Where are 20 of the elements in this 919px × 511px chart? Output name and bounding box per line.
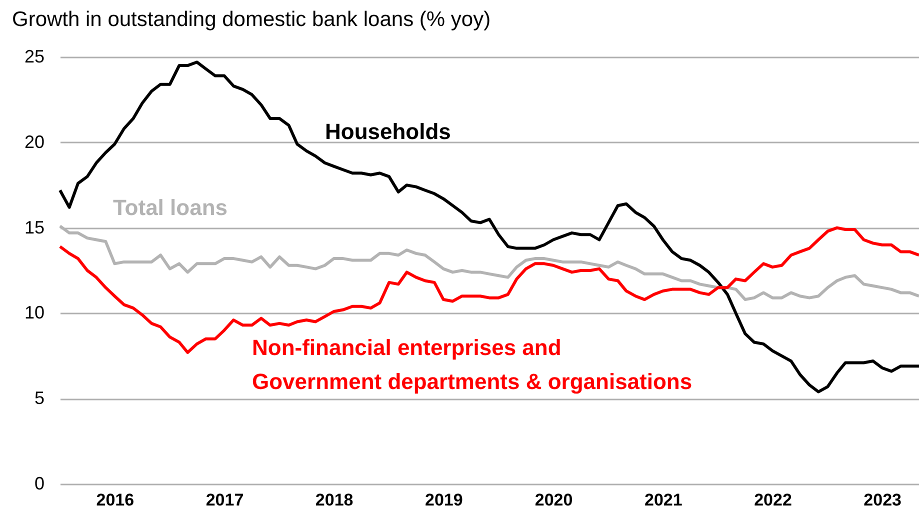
x-tick-label: 2018 [315, 490, 354, 510]
x-tick-label: 2017 [206, 490, 244, 510]
chart-title: Growth in outstanding domestic bank loans (% yoy) [12, 8, 491, 31]
series-label: Non-financial enterprises and Government departments & organisations [252, 335, 692, 394]
y-tick-label: 15 [24, 217, 44, 238]
y-tick-label: 20 [24, 132, 44, 152]
x-tick-label: 2020 [534, 490, 573, 510]
x-tick-label: 2023 [864, 490, 902, 510]
x-tick-label: 2016 [96, 490, 134, 510]
x-tick-label: 2021 [644, 490, 682, 510]
y-tick-label: 10 [24, 302, 44, 323]
y-tick-label: 5 [34, 388, 44, 408]
line-series [58, 224, 919, 302]
line-series [58, 60, 919, 394]
x-tick-label: 2019 [425, 490, 463, 510]
y-tick-label: 0 [34, 474, 44, 494]
x-tick-label: 2022 [754, 490, 792, 510]
series-label: Households [325, 119, 451, 144]
series-label: Total loans [113, 195, 228, 220]
y-tick-label: 25 [24, 46, 44, 66]
